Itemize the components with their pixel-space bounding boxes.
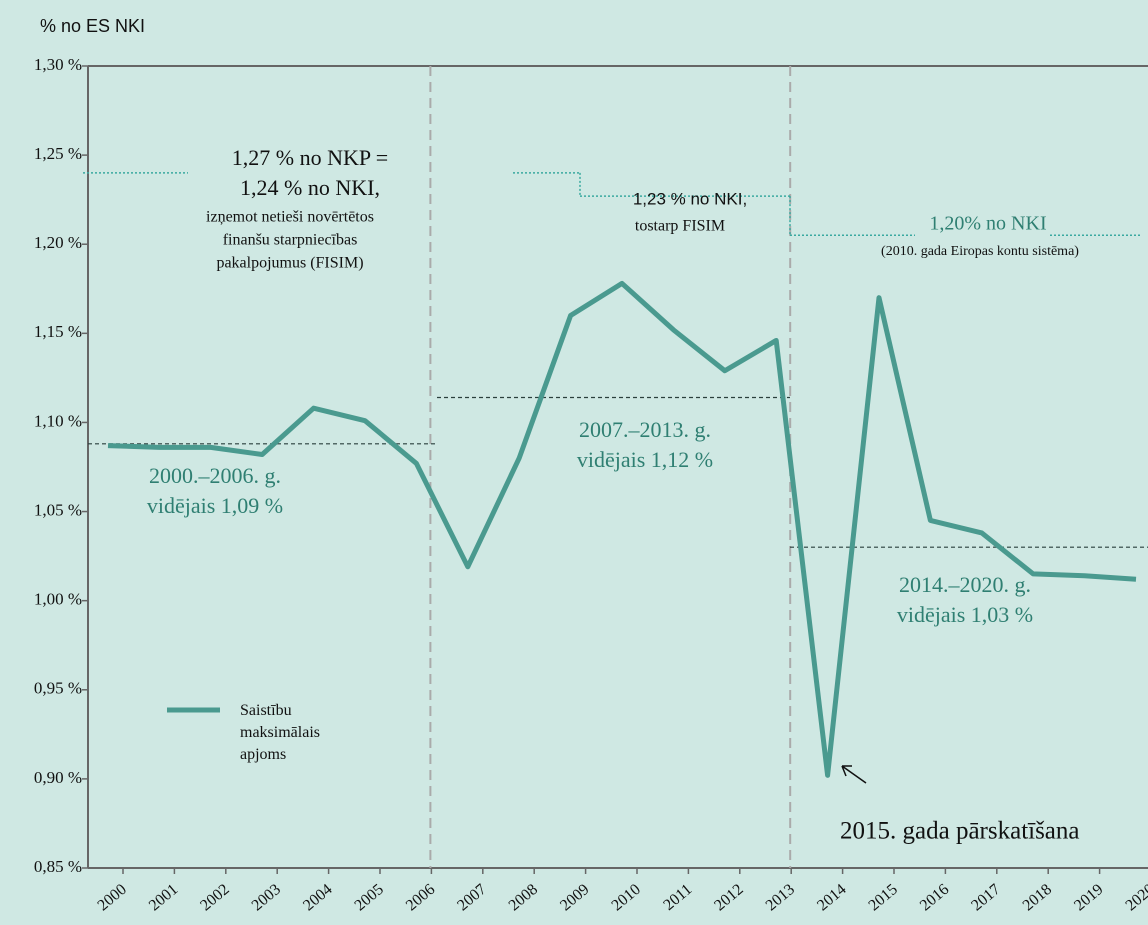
x-tick-label: 2005 (351, 881, 386, 915)
y-tick-label: 1,25 % (34, 144, 82, 163)
x-tick-label: 2018 (1020, 881, 1055, 915)
average-label: 2014.–2020. g. (899, 572, 1031, 597)
x-tick-label: 2020 (1122, 881, 1148, 915)
x-tick-label: 2004 (300, 881, 335, 915)
x-tick-label: 2000 (94, 881, 129, 915)
x-tick-label: 2003 (249, 881, 284, 915)
annotation-arrow (841, 765, 867, 784)
ceiling-note: finanšu starpniecības (223, 232, 358, 249)
y-tick-label: 0,90 % (34, 768, 82, 787)
y-axis-label: % no ES NKI (40, 16, 145, 36)
ceiling-heading: 1,23 % no NKI, (633, 189, 747, 208)
x-tick-label: 2007 (454, 881, 489, 915)
x-tick-label: 2015 (865, 881, 900, 915)
average-label: 2000.–2006. g. (149, 463, 281, 488)
ceiling-note: pakalpojumus (FISIM) (216, 255, 363, 272)
x-tick-label: 2016 (917, 881, 952, 915)
y-tick-label: 0,95 % (34, 679, 82, 698)
y-tick-label: 1,00 % (34, 590, 82, 609)
x-tick-label: 2017 (968, 881, 1003, 915)
data-line (107, 280, 1137, 778)
y-tick-label: 1,15 % (34, 322, 82, 341)
ceiling-note: izņemot netieši novērtētos (206, 209, 374, 226)
x-tick-label: 2011 (660, 881, 695, 914)
x-tick-label: 2010 (608, 881, 643, 915)
ceiling-note: tostarp FISIM (635, 218, 725, 235)
ceiling-note: (2010. gada Eiropas kontu sistēma) (881, 244, 1079, 259)
average-label: vidējais 1,03 % (897, 602, 1033, 627)
x-tick-label: 2006 (403, 881, 438, 915)
y-tick-label: 1,05 % (34, 500, 82, 519)
average-label: vidējais 1,09 % (147, 493, 283, 518)
x-tick-label: 2012 (711, 881, 746, 915)
x-tick-label: 2013 (763, 881, 798, 915)
legend-label: Saistību maksimālais apjoms (240, 702, 320, 763)
x-tick-label: 2001 (146, 881, 181, 915)
y-tick-label: 0,85 % (34, 857, 82, 876)
y-tick-label: 1,20 % (34, 233, 82, 252)
ceiling-heading: 1,24 % no NKI, (240, 175, 380, 200)
average-label: vidējais 1,12 % (577, 447, 713, 472)
average-label: 2007.–2013. g. (579, 417, 711, 442)
ceiling-heading: 1,27 % no NKP = (232, 145, 388, 170)
x-tick-label: 2002 (197, 881, 232, 915)
y-tick-label: 1,30 % (34, 55, 82, 74)
x-tick-label: 2014 (814, 881, 849, 915)
x-tick-label: 2008 (506, 881, 541, 915)
x-tick-label: 2019 (1071, 881, 1106, 915)
x-tick-label: 2009 (557, 881, 592, 915)
y-tick-label: 1,10 % (34, 411, 82, 430)
ceiling-heading: 1,20% no NKI (929, 213, 1046, 235)
annotation: 2015. gada pārskatīšana (840, 818, 1080, 845)
